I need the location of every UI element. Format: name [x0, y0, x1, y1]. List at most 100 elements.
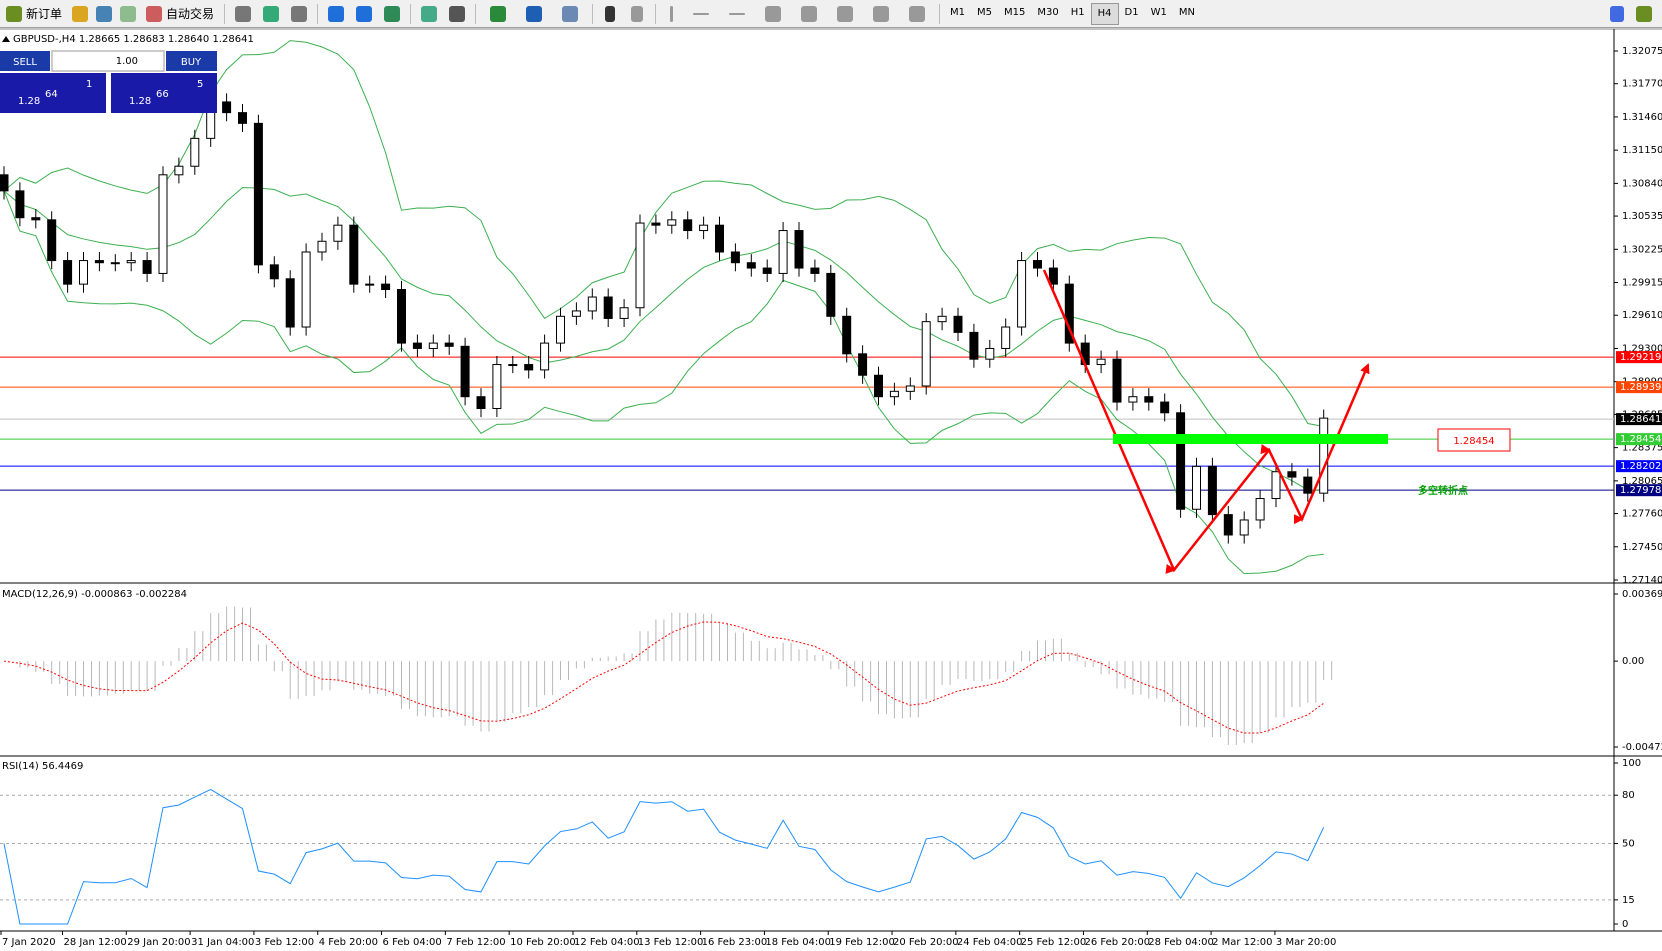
- timeframe-button[interactable]: H4: [1090, 2, 1119, 25]
- candle: [397, 289, 406, 344]
- separator: [224, 3, 226, 24]
- candle: [556, 315, 565, 344]
- icon[interactable]: [605, 5, 616, 22]
- level-label: 1.27978: [1620, 485, 1661, 496]
- support-bar: [1113, 434, 1388, 444]
- candle: [1319, 417, 1329, 494]
- y-tick-label: -0.004721: [1622, 742, 1662, 753]
- candle: [969, 331, 979, 360]
- y-tick-label: 1.28375: [1622, 443, 1662, 454]
- y-tick-label: 15: [1622, 895, 1635, 906]
- icon[interactable]: [96, 5, 113, 22]
- auto-trading-button[interactable]: 自动交易: [140, 3, 220, 25]
- buy-button[interactable]: [166, 51, 217, 71]
- timeframe-button[interactable]: W1: [1150, 7, 1167, 18]
- candle: [1271, 471, 1281, 500]
- candle: [571, 310, 581, 317]
- timeframe-button[interactable]: M30: [1037, 7, 1059, 18]
- timeframe-button[interactable]: M15: [1004, 7, 1026, 18]
- y-tick-label: 1.27760: [1622, 509, 1662, 520]
- candle: [635, 222, 645, 309]
- icon[interactable]: [449, 5, 466, 22]
- level-label-box: [1616, 433, 1662, 446]
- icon[interactable]: [631, 5, 644, 22]
- candle: [47, 219, 57, 262]
- timeframe-button[interactable]: D1: [1124, 7, 1139, 18]
- candle: [921, 321, 931, 387]
- icon[interactable]: [670, 5, 674, 22]
- sell-button[interactable]: [0, 51, 50, 71]
- x-tick-label: 29 Jan 20:00: [127, 937, 190, 948]
- icon[interactable]: [729, 12, 746, 15]
- level-label-box: [1616, 381, 1662, 394]
- y-tick-label: 100: [1622, 758, 1641, 769]
- icon[interactable]: [693, 12, 710, 15]
- candle: [905, 385, 915, 392]
- candle: [746, 262, 756, 269]
- price-box[interactable]: [0, 73, 106, 113]
- candle: [603, 296, 613, 319]
- icon[interactable]: [120, 5, 137, 22]
- icon[interactable]: [765, 5, 782, 22]
- sell-label: SELL: [13, 57, 37, 68]
- icon[interactable]: [873, 5, 890, 22]
- x-tick-label: 13 Feb 12:00: [638, 937, 704, 948]
- candle: [508, 364, 518, 367]
- timeframe-button[interactable]: M5: [977, 7, 993, 18]
- candle: [444, 342, 454, 347]
- new-order-label: 新订单: [26, 7, 63, 21]
- timeframe-button[interactable]: H1: [1070, 7, 1085, 18]
- price-main: 64: [45, 89, 58, 100]
- icon[interactable]: [1636, 5, 1652, 22]
- icon[interactable]: [356, 5, 373, 22]
- x-tick-label: 7 Feb 12:00: [446, 937, 505, 948]
- candle: [1223, 514, 1233, 536]
- candle: [1239, 519, 1249, 536]
- candle: [985, 347, 995, 360]
- candle: [826, 272, 836, 317]
- candle: [937, 315, 947, 323]
- candle: [63, 260, 73, 285]
- candle: [94, 260, 104, 264]
- icon[interactable]: [801, 5, 818, 22]
- icon: [6, 5, 22, 22]
- icon[interactable]: [72, 5, 89, 22]
- icon[interactable]: [526, 5, 543, 22]
- new-order-button[interactable]: 新订单: [0, 3, 68, 25]
- x-tick-label: 7 Jan 2020: [2, 937, 56, 948]
- candle: [1064, 283, 1074, 344]
- icon[interactable]: [909, 5, 926, 22]
- icon[interactable]: [263, 5, 280, 22]
- icon[interactable]: [384, 5, 401, 22]
- candle: [858, 353, 868, 376]
- candle: [174, 165, 184, 176]
- icon[interactable]: [328, 5, 345, 22]
- macd-label: MACD(12,26,9) -0.000863 -0.002284: [2, 589, 187, 600]
- x-tick-label: 31 Jan 04:00: [191, 937, 254, 948]
- y-tick-label: 1.29610: [1622, 310, 1662, 321]
- timeframe-button[interactable]: M1: [950, 7, 966, 18]
- y-tick-label: 0.00: [1622, 656, 1644, 667]
- icon[interactable]: [562, 5, 579, 22]
- candle: [1160, 401, 1170, 414]
- icon[interactable]: [421, 5, 438, 22]
- candle: [1112, 358, 1122, 403]
- icon[interactable]: [490, 5, 507, 22]
- icon[interactable]: [291, 5, 308, 22]
- lots-box[interactable]: [51, 50, 165, 72]
- timeframe-button[interactable]: MN: [1178, 7, 1195, 18]
- candle: [333, 224, 343, 242]
- candle: [1128, 396, 1138, 403]
- candle: [476, 396, 486, 409]
- candle: [524, 364, 534, 371]
- candle: [460, 345, 470, 398]
- price-box[interactable]: [111, 73, 217, 113]
- icon[interactable]: [837, 5, 854, 22]
- candle: [79, 260, 88, 285]
- icon[interactable]: [235, 5, 252, 22]
- candle: [889, 390, 899, 398]
- x-tick-label: 10 Feb 20:00: [510, 937, 576, 948]
- search-icon[interactable]: [1610, 5, 1624, 22]
